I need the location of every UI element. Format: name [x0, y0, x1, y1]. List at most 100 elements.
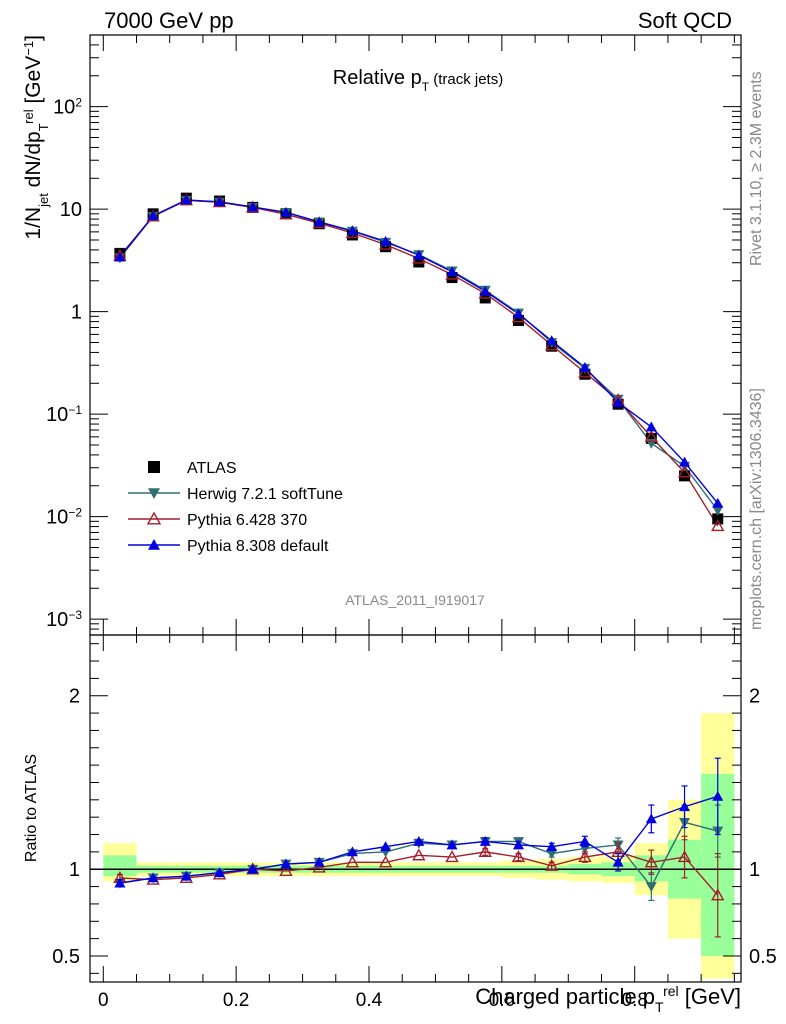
ratio-data-point	[579, 835, 591, 846]
main-data-point	[114, 251, 126, 262]
x-tick-label: 0.2	[223, 990, 249, 1011]
ratio-data-point	[679, 801, 691, 812]
x-axis-label: Charged particle pTrel [GeV]	[475, 983, 741, 1015]
stat-band-bin	[103, 855, 137, 877]
main-data-point	[679, 456, 691, 467]
ratio-data-point	[711, 888, 725, 901]
main-y-tick-label: 10	[60, 199, 82, 221]
ratio-data-point	[180, 870, 192, 881]
header-right: Soft QCD	[637, 8, 732, 33]
x-tick-label: 0.4	[356, 990, 383, 1011]
main-data-point	[711, 519, 725, 532]
ratio-data-point	[413, 835, 425, 846]
main-data-point	[578, 365, 592, 378]
ratio-y-tick-label: 1	[749, 859, 760, 881]
main-data-point	[546, 335, 558, 346]
legend-marker	[148, 461, 160, 473]
ratio-data-point	[247, 863, 259, 874]
ratio-y-tick-label: 2	[69, 686, 80, 708]
main-data-point	[512, 308, 524, 319]
ratio-panel-frame	[89, 634, 742, 983]
ratio-data-point	[412, 848, 426, 861]
main-data-point	[677, 465, 692, 478]
ratio-data-point	[578, 850, 592, 863]
legend-marker	[148, 539, 160, 550]
legend-label: Pythia 8.308 default	[187, 538, 329, 555]
main-data-point	[247, 201, 259, 212]
main-data-point	[579, 362, 591, 372]
x-tick-label: 0.8	[622, 990, 648, 1011]
main-data-point	[579, 368, 591, 380]
ratio-data-point	[346, 846, 358, 857]
main-data-point	[413, 249, 425, 260]
x-tick-label: 0.6	[489, 990, 515, 1011]
main-data-point	[712, 513, 724, 525]
main-data-point	[380, 235, 392, 246]
ratio-data-point	[378, 855, 393, 868]
main-data-point	[214, 196, 226, 207]
x-tick-label: 0	[98, 990, 109, 1011]
chart-title: Relative pT (track jets)	[333, 67, 503, 94]
ratio-y-tick-label: 0.5	[749, 946, 777, 968]
ratio-data-point	[312, 860, 326, 873]
ratio-y-tick-label: 2	[749, 686, 760, 708]
main-data-point	[313, 216, 325, 227]
main-data-point	[712, 497, 724, 508]
ratio-y-axis-label: Ratio to ATLAS	[23, 754, 40, 862]
main-y-tick-label: 10−1	[46, 403, 82, 426]
main-data-point	[479, 285, 491, 296]
main-y-tick-label: 1	[71, 302, 82, 324]
main-data-point	[679, 470, 691, 482]
main-data-point	[280, 206, 292, 217]
main-data-point	[645, 421, 657, 432]
ratio-data-point	[479, 835, 491, 846]
ratio-y-tick-label: 0.5	[52, 946, 80, 968]
analysis-reference-label: ATLAS_2011_I919017	[345, 592, 485, 608]
ratio-data-point	[445, 850, 459, 863]
ratio-data-point	[279, 864, 293, 877]
ratio-data-point	[677, 850, 692, 863]
ratio-data-point	[380, 841, 392, 852]
main-data-point	[446, 272, 458, 284]
main-data-point	[180, 194, 192, 205]
legend-label: Pythia 6.428 370	[187, 512, 307, 529]
legend-label: ATLAS	[187, 460, 237, 477]
ratio-data-point	[280, 858, 292, 869]
ratio-data-point	[512, 839, 524, 850]
main-data-point	[612, 396, 624, 407]
ratio-data-point	[114, 877, 126, 888]
main-series-line	[119, 199, 719, 527]
main-data-point	[712, 506, 724, 516]
main-y-tick-label: 10−2	[46, 506, 82, 529]
main-data-point	[645, 432, 657, 444]
main-y-tick-label: 102	[53, 96, 82, 119]
ratio-data-point	[612, 856, 624, 867]
main-data-point	[147, 210, 159, 221]
ratio-data-point	[546, 841, 558, 852]
ratio-data-point	[645, 882, 657, 893]
main-data-point	[512, 314, 524, 326]
ratio-data-point	[645, 813, 657, 824]
ratio-data-point	[644, 855, 659, 868]
ratio-data-point	[511, 850, 526, 863]
main-y-axis-label: 1/Njet dN/dpTrel [GeV−1]	[21, 35, 51, 240]
ratio-data-point	[214, 867, 226, 878]
ratio-data-point	[147, 872, 159, 883]
ratio-data-point	[478, 844, 492, 857]
header-left: 7000 GeV pp	[104, 8, 234, 33]
main-data-point	[413, 256, 425, 268]
ratio-data-point	[446, 839, 458, 850]
legend-marker	[146, 511, 162, 525]
main-data-point	[346, 225, 358, 236]
main-data-point	[644, 429, 659, 442]
ratio-y-tick-label: 1	[69, 859, 80, 881]
ratio-data-point	[546, 849, 558, 860]
main-data-point	[446, 266, 458, 277]
main-series-line	[119, 199, 719, 504]
ratio-data-point	[313, 856, 325, 867]
legend-marker	[148, 488, 160, 499]
ratio-data-point	[712, 790, 724, 801]
ratio-data-point	[345, 855, 360, 868]
main-y-tick-label: 10−3	[46, 608, 82, 631]
